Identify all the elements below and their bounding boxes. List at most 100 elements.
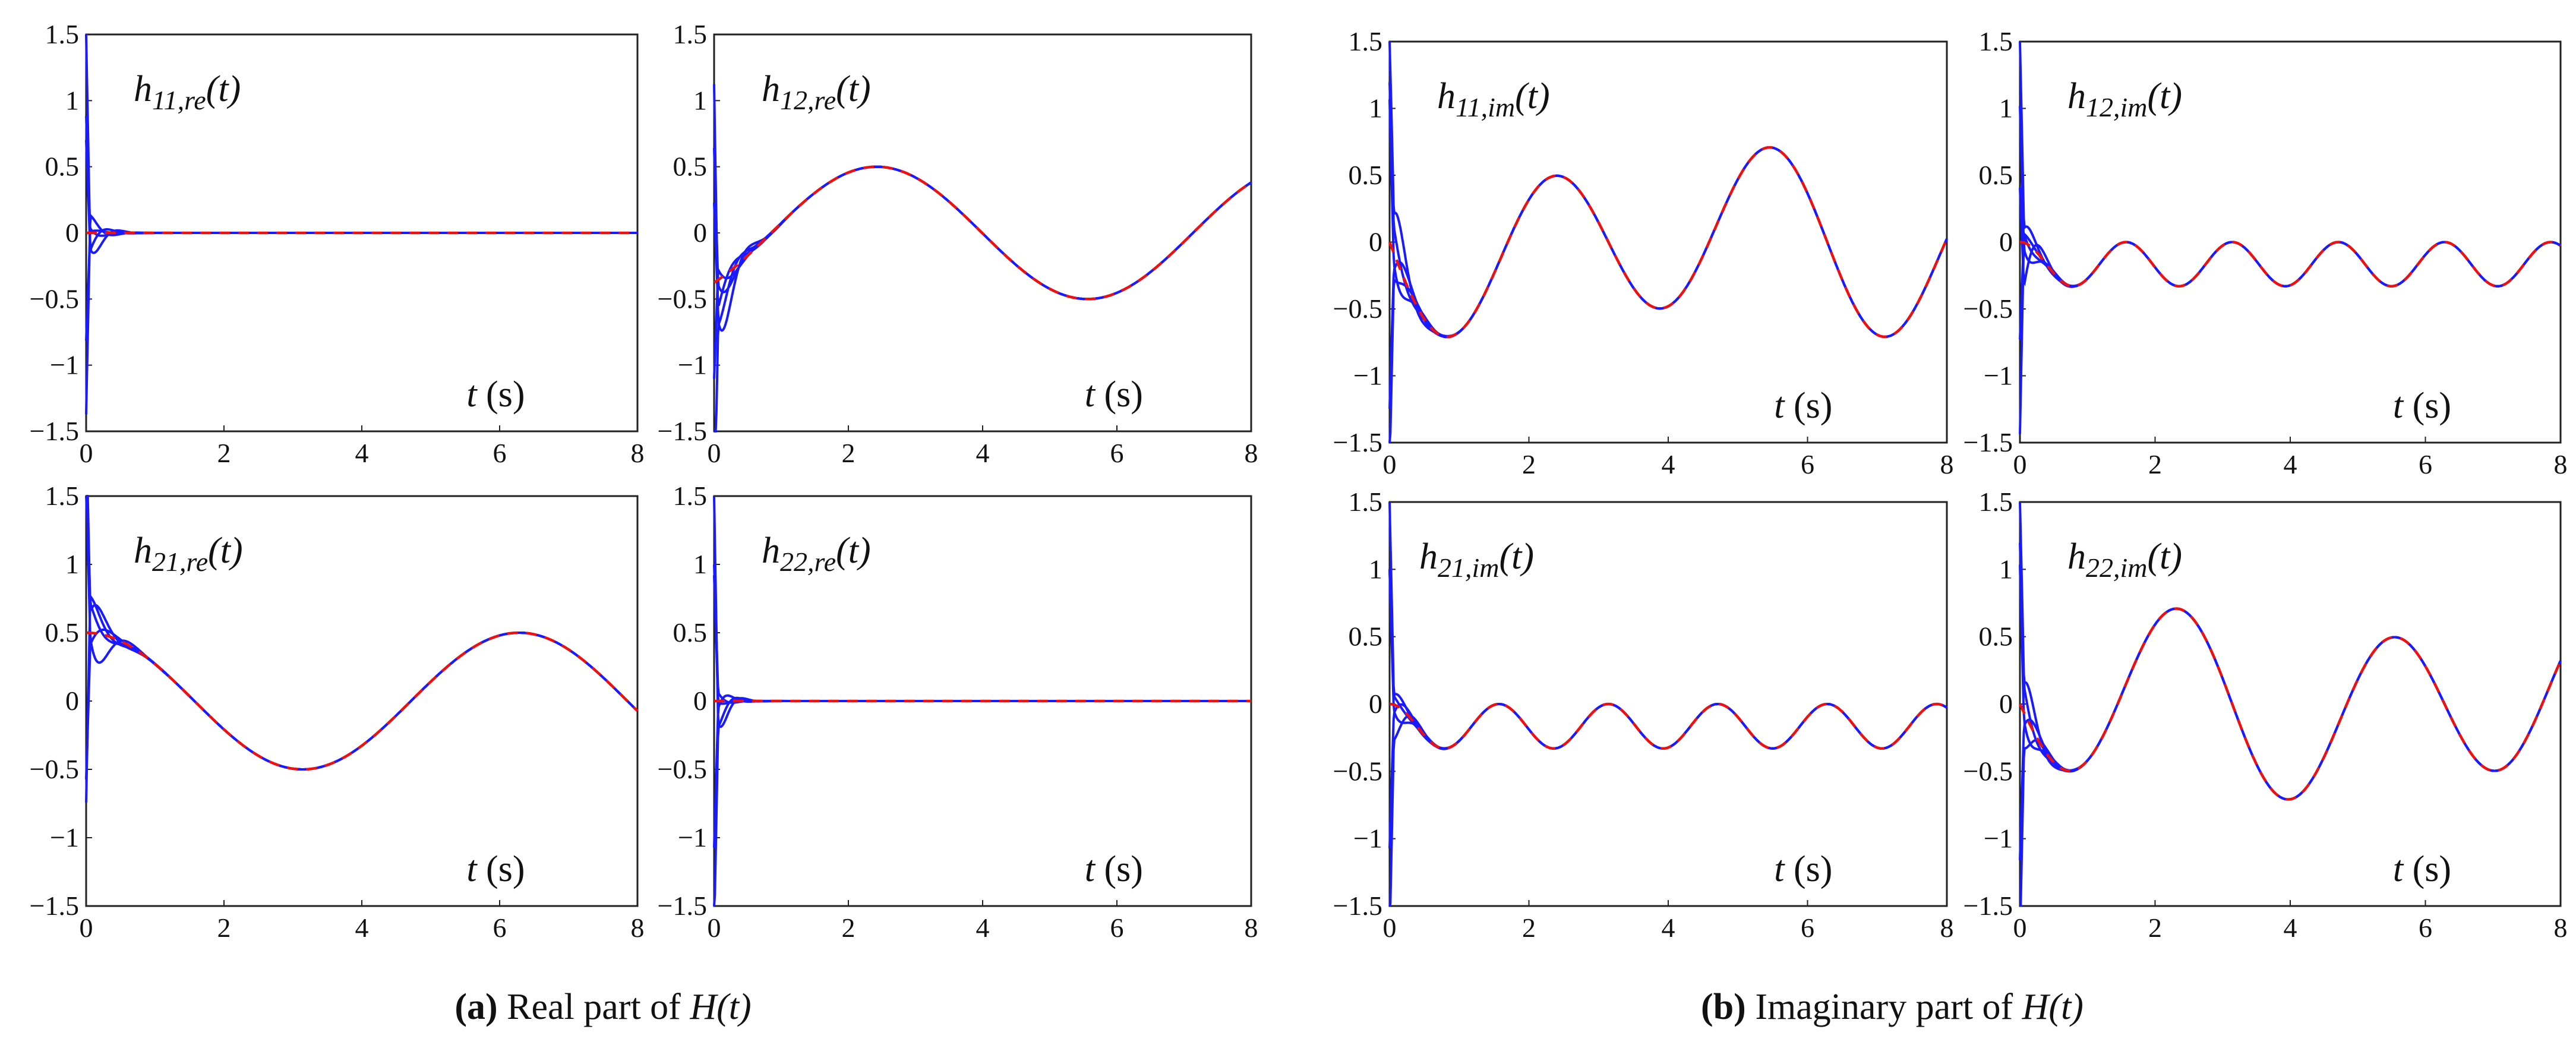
x-tick-label: 0	[2013, 913, 2027, 943]
y-tick-label: 0.5	[673, 617, 708, 648]
y-tick-label: −1	[1984, 823, 2013, 854]
y-tick-label: 1.5	[673, 481, 708, 511]
x-tick-label: 8	[2554, 913, 2568, 943]
panel-label: h21,im(t)	[1419, 536, 1534, 583]
x-tick-label: 4	[976, 438, 990, 468]
x-tick-label: 2	[842, 438, 855, 468]
x-tick-label: 2	[1522, 449, 1536, 479]
x-tick-label: 0	[2013, 449, 2027, 479]
x-tick-label: 0	[708, 438, 721, 468]
panel-label: h22,im(t)	[2067, 536, 2182, 583]
y-tick-label: 0.5	[45, 617, 80, 648]
y-tick-label: 0.5	[1979, 160, 2013, 190]
x-tick-label: 4	[976, 913, 990, 943]
y-tick-label: −1	[1984, 361, 2013, 391]
x-axis-label: t (s)	[1085, 374, 1143, 415]
y-tick-label: −0.5	[30, 754, 79, 784]
y-tick-label: 1.5	[673, 19, 708, 49]
caption-a: (a) Real part of H(t)	[454, 987, 751, 1027]
panel-label: h22,re(t)	[762, 531, 871, 577]
y-tick-label: −1.5	[658, 416, 707, 446]
y-tick-label: −1.5	[30, 416, 79, 446]
y-tick-label: 1.5	[1349, 26, 1383, 56]
x-tick-label: 6	[493, 438, 507, 468]
x-tick-label: 0	[1383, 913, 1397, 943]
x-tick-label: 2	[842, 913, 855, 943]
y-tick-label: −1	[50, 350, 79, 380]
y-tick-label: 1	[693, 549, 707, 579]
x-tick-label: 2	[2148, 449, 2162, 479]
x-tick-label: 2	[2148, 913, 2162, 943]
y-tick-label: −1	[678, 822, 707, 853]
y-tick-label: 0	[1369, 227, 1382, 257]
y-tick-label: −0.5	[1963, 293, 2013, 324]
y-tick-label: 1	[65, 85, 79, 115]
y-tick-label: 0.5	[1979, 621, 2013, 652]
y-tick-label: −0.5	[658, 283, 707, 314]
x-tick-label: 0	[80, 438, 93, 468]
panel-label: h21,re(t)	[134, 531, 243, 577]
y-tick-label: −1.5	[1333, 891, 1382, 921]
y-tick-label: 0.5	[45, 151, 80, 182]
y-tick-label: −1	[1353, 823, 1382, 854]
y-tick-label: 0.5	[673, 151, 708, 182]
y-tick-label: −0.5	[1963, 756, 2013, 786]
y-tick-label: 1	[1999, 554, 2013, 584]
x-tick-label: 6	[1110, 438, 1124, 468]
y-tick-label: 0	[1369, 689, 1382, 719]
y-tick-label: −1	[50, 822, 79, 853]
x-tick-label: 8	[1940, 449, 1954, 479]
x-tick-label: 0	[708, 913, 721, 943]
x-axis-label: t (s)	[1085, 849, 1143, 889]
y-tick-label: 0.5	[1349, 621, 1383, 652]
x-tick-label: 4	[1662, 913, 1675, 943]
x-tick-label: 4	[355, 438, 369, 468]
true-series-line	[1388, 146, 1949, 339]
x-tick-label: 8	[1245, 438, 1258, 468]
y-tick-label: 1.5	[45, 19, 80, 49]
x-axis-label: t (s)	[2393, 386, 2451, 426]
y-tick-label: −1.5	[658, 891, 707, 921]
x-tick-label: 2	[217, 913, 231, 943]
y-tick-label: 1	[1999, 93, 2013, 124]
x-tick-label: 4	[2284, 913, 2297, 943]
x-tick-label: 6	[1801, 913, 1814, 943]
y-tick-label: 1	[65, 549, 79, 579]
y-tick-label: −1	[678, 350, 707, 380]
y-tick-label: 0.5	[1349, 160, 1383, 190]
y-tick-label: 0	[65, 217, 79, 248]
true-series-line	[86, 631, 639, 771]
y-tick-label: 0	[693, 217, 707, 248]
x-axis-label: t (s)	[1774, 386, 1832, 426]
y-tick-label: −1	[1353, 361, 1382, 391]
y-tick-label: 1	[1369, 93, 1382, 124]
x-tick-label: 8	[631, 913, 645, 943]
x-tick-label: 6	[493, 913, 507, 943]
y-tick-label: 0	[65, 686, 79, 716]
x-tick-label: 4	[355, 913, 369, 943]
x-tick-label: 8	[1940, 913, 1954, 943]
y-tick-label: −0.5	[1333, 293, 1382, 324]
panel-label: h12,re(t)	[762, 69, 871, 115]
y-tick-label: 1.5	[1349, 487, 1383, 517]
y-tick-label: 1	[693, 85, 707, 115]
true-series-line	[1390, 702, 1948, 750]
x-tick-label: 0	[80, 913, 93, 943]
true-series-line	[713, 165, 1252, 301]
panel-label: h11,im(t)	[1437, 76, 1550, 122]
y-tick-label: 1.5	[1979, 487, 2013, 517]
x-tick-label: 6	[1801, 449, 1814, 479]
x-axis-label: t (s)	[1774, 849, 1832, 889]
true-series-line	[2020, 241, 2562, 288]
x-tick-label: 6	[2419, 913, 2432, 943]
x-tick-label: 4	[1662, 449, 1675, 479]
y-tick-label: −0.5	[1333, 756, 1382, 786]
panel-label: h11,re(t)	[134, 69, 241, 115]
